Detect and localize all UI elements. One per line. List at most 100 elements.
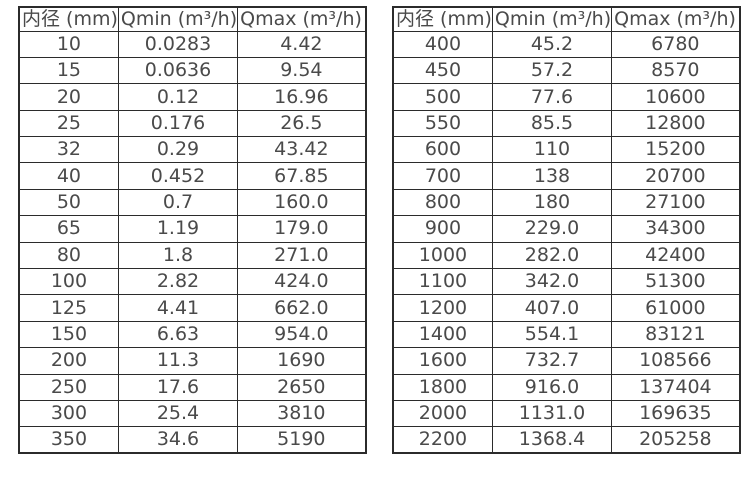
table-row: 1000 282.0 42400 <box>392 241 741 270</box>
cell-qmin: 57.2 <box>491 56 613 85</box>
cell-qmin: 25.4 <box>117 399 239 428</box>
header-qmin: Qmin (m³/h) <box>491 6 613 32</box>
cell-qmin: 342.0 <box>491 268 613 296</box>
cell-qmax: 137404 <box>611 373 741 401</box>
cell-qmax: 5190 <box>237 426 367 454</box>
table-row: 1100 342.0 51300 <box>392 268 741 296</box>
cell-qmin: 6.63 <box>117 320 239 349</box>
cell-qmin: 0.7 <box>117 188 239 217</box>
cell-diameter: 250 <box>18 373 119 401</box>
cell-qmax: 3810 <box>237 399 367 428</box>
cell-qmin: 45.2 <box>491 30 613 58</box>
cell-qmax: 43.42 <box>237 136 367 164</box>
cell-qmin: 138 <box>491 162 613 190</box>
table-row: 900 229.0 34300 <box>392 215 741 243</box>
cell-qmax: 9.54 <box>237 56 367 85</box>
cell-qmax: 108566 <box>611 347 741 375</box>
header-qmax: Qmax (m³/h) <box>237 6 367 32</box>
table-row: 80 1.8 271.0 <box>18 241 367 270</box>
cell-diameter: 800 <box>392 188 493 217</box>
table-row: 32 0.29 43.42 <box>18 136 367 164</box>
table-header-row: 内径 (mm) Qmin (m³/h) Qmax (m³/h) <box>392 6 741 32</box>
cell-qmin: 85.5 <box>491 109 613 138</box>
header-qmax: Qmax (m³/h) <box>611 6 741 32</box>
cell-diameter: 450 <box>392 56 493 85</box>
table-row: 40 0.452 67.85 <box>18 162 367 190</box>
cell-qmin: 1.8 <box>117 241 239 270</box>
cell-qmax: 8570 <box>611 56 741 85</box>
table-row: 300 25.4 3810 <box>18 399 367 428</box>
table-row: 10 0.0283 4.42 <box>18 30 367 58</box>
cell-qmax: 169635 <box>611 399 741 428</box>
cell-qmin: 916.0 <box>491 373 613 401</box>
table-row: 100 2.82 424.0 <box>18 268 367 296</box>
cell-qmax: 15200 <box>611 136 741 164</box>
cell-qmax: 954.0 <box>237 320 367 349</box>
cell-qmax: 1690 <box>237 347 367 375</box>
cell-diameter: 900 <box>392 215 493 243</box>
cell-qmax: 16.96 <box>237 83 367 111</box>
cell-diameter: 1400 <box>392 320 493 349</box>
cell-qmax: 27100 <box>611 188 741 217</box>
cell-diameter: 350 <box>18 426 119 454</box>
cell-qmin: 407.0 <box>491 294 613 322</box>
cell-qmin: 554.1 <box>491 320 613 349</box>
spec-table-left: 内径 (mm) Qmin (m³/h) Qmax (m³/h) 10 0.0283… <box>18 6 367 455</box>
cell-qmax: 26.5 <box>237 109 367 138</box>
cell-diameter: 400 <box>392 30 493 58</box>
cell-qmax: 67.85 <box>237 162 367 190</box>
table-row: 450 57.2 8570 <box>392 56 741 85</box>
header-qmin: Qmin (m³/h) <box>117 6 239 32</box>
table-row: 550 85.5 12800 <box>392 109 741 138</box>
cell-diameter: 1800 <box>392 373 493 401</box>
table-row: 800 180 27100 <box>392 188 741 217</box>
cell-qmin: 282.0 <box>491 241 613 270</box>
cell-qmin: 0.0636 <box>117 56 239 85</box>
cell-qmax: 4.42 <box>237 30 367 58</box>
cell-diameter: 65 <box>18 215 119 243</box>
cell-qmin: 4.41 <box>117 294 239 322</box>
table-row: 350 34.6 5190 <box>18 426 367 454</box>
cell-diameter: 40 <box>18 162 119 190</box>
table-row: 15 0.0636 9.54 <box>18 56 367 85</box>
cell-qmax: 34300 <box>611 215 741 243</box>
cell-qmin: 229.0 <box>491 215 613 243</box>
cell-qmin: 11.3 <box>117 347 239 375</box>
table-row: 1400 554.1 83121 <box>392 320 741 349</box>
header-diameter: 内径 (mm) <box>18 6 119 32</box>
header-diameter: 内径 (mm) <box>392 6 493 32</box>
cell-qmin: 0.452 <box>117 162 239 190</box>
table-row: 20 0.12 16.96 <box>18 83 367 111</box>
table-row: 1800 916.0 137404 <box>392 373 741 401</box>
cell-diameter: 200 <box>18 347 119 375</box>
cell-qmax: 424.0 <box>237 268 367 296</box>
table-row: 200 11.3 1690 <box>18 347 367 375</box>
cell-qmin: 0.176 <box>117 109 239 138</box>
table-row: 2000 1131.0 169635 <box>392 399 741 428</box>
table-row: 1600 732.7 108566 <box>392 347 741 375</box>
cell-qmin: 1368.4 <box>491 426 613 454</box>
cell-qmax: 6780 <box>611 30 741 58</box>
cell-diameter: 80 <box>18 241 119 270</box>
cell-diameter: 1100 <box>392 268 493 296</box>
cell-diameter: 20 <box>18 83 119 111</box>
cell-qmin: 732.7 <box>491 347 613 375</box>
cell-diameter: 600 <box>392 136 493 164</box>
table-row: 400 45.2 6780 <box>392 30 741 58</box>
cell-qmin: 2.82 <box>117 268 239 296</box>
table-row: 2200 1368.4 205258 <box>392 426 741 454</box>
table-row: 125 4.41 662.0 <box>18 294 367 322</box>
cell-qmax: 179.0 <box>237 215 367 243</box>
cell-qmin: 110 <box>491 136 613 164</box>
cell-qmax: 160.0 <box>237 188 367 217</box>
cell-qmin: 34.6 <box>117 426 239 454</box>
table-row: 700 138 20700 <box>392 162 741 190</box>
cell-diameter: 1000 <box>392 241 493 270</box>
cell-diameter: 15 <box>18 56 119 85</box>
cell-qmin: 180 <box>491 188 613 217</box>
table-row: 600 110 15200 <box>392 136 741 164</box>
table-header-row: 内径 (mm) Qmin (m³/h) Qmax (m³/h) <box>18 6 367 32</box>
cell-diameter: 2200 <box>392 426 493 454</box>
cell-diameter: 100 <box>18 268 119 296</box>
